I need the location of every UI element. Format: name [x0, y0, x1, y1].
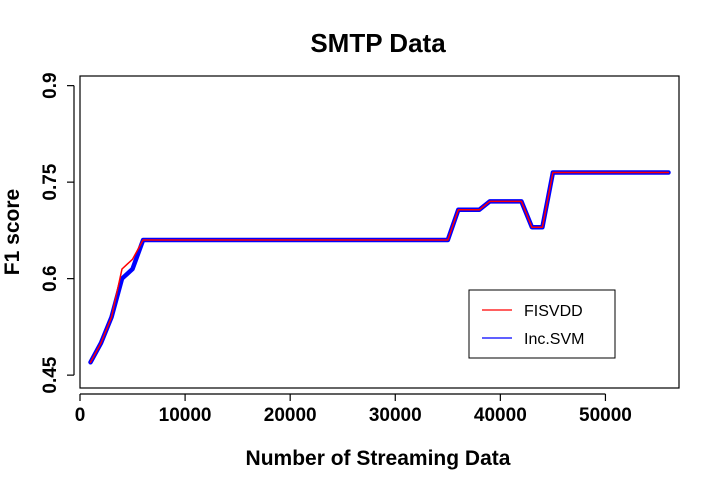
legend-label-fisvdd: FISVDD — [524, 303, 583, 320]
y-tick-label: 0.9 — [40, 72, 61, 98]
x-tick-label: 50000 — [579, 405, 632, 426]
legend: FISVDD Inc.SVM — [468, 289, 616, 359]
legend-label-inc-svm: Inc.SVM — [524, 331, 584, 348]
x-axis: 0 10000 20000 30000 40000 50000 — [75, 393, 632, 426]
x-tick-label: 40000 — [474, 405, 527, 426]
y-tick-label: 0.75 — [40, 163, 61, 200]
legend-box — [468, 289, 616, 359]
plot-frame — [79, 75, 680, 389]
y-tick-label: 0.45 — [40, 356, 61, 393]
series-line-fisvdd — [89, 171, 670, 364]
x-tick-label: 0 — [75, 405, 86, 426]
chart-title: SMTP Data — [310, 28, 446, 58]
x-tick-label: 30000 — [369, 405, 422, 426]
x-axis-label: Number of Streaming Data — [246, 447, 511, 470]
y-tick-label: 0.6 — [40, 265, 61, 291]
series-layer — [88, 170, 671, 365]
x-tick-label: 20000 — [264, 405, 317, 426]
y-axis-label: F1 score — [1, 189, 24, 275]
y-axis: 0.45 0.6 0.75 0.9 — [40, 72, 75, 394]
x-tick-label: 10000 — [159, 405, 212, 426]
